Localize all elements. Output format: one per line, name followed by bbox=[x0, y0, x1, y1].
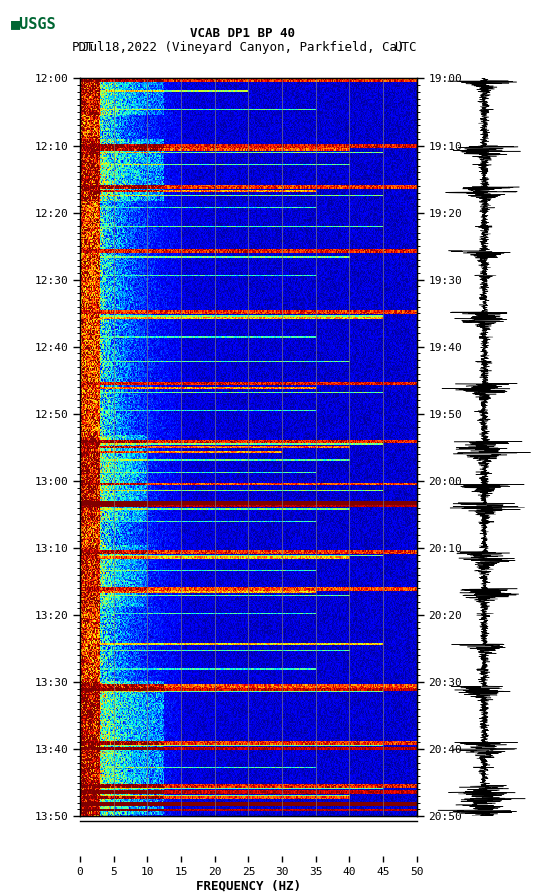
Text: Jul18,2022 (Vineyard Canyon, Parkfield, Ca): Jul18,2022 (Vineyard Canyon, Parkfield, … bbox=[82, 40, 404, 54]
Text: PDT: PDT bbox=[72, 40, 94, 54]
Text: VCAB DP1 BP 40: VCAB DP1 BP 40 bbox=[190, 27, 295, 40]
X-axis label: FREQUENCY (HZ): FREQUENCY (HZ) bbox=[196, 880, 301, 892]
Text: UTC: UTC bbox=[394, 40, 417, 54]
Text: ■USGS: ■USGS bbox=[11, 16, 57, 31]
